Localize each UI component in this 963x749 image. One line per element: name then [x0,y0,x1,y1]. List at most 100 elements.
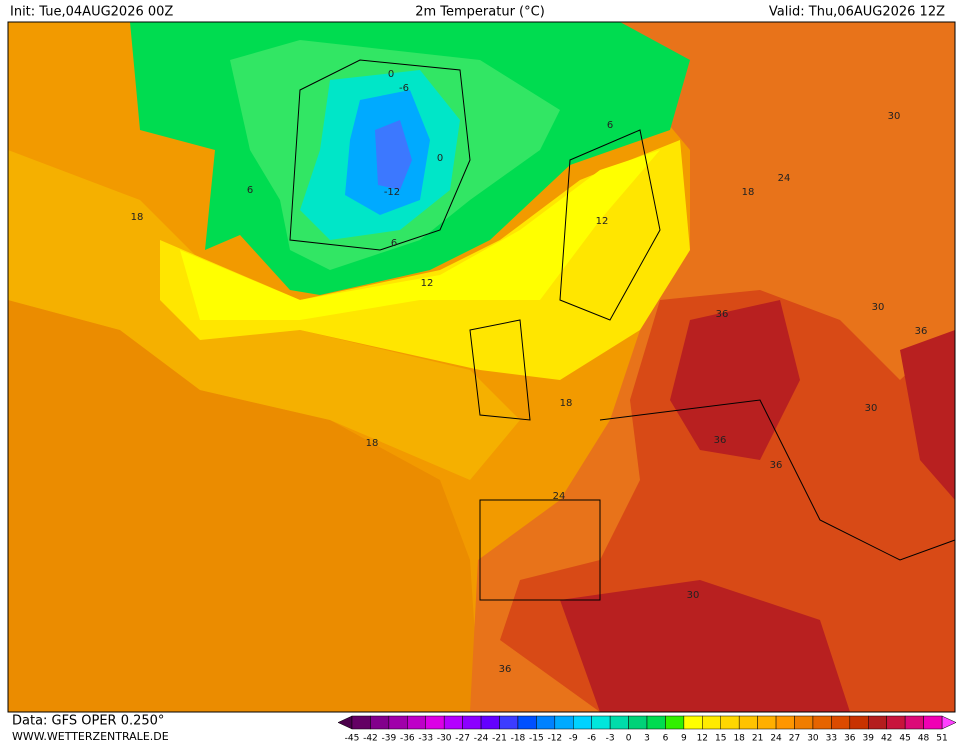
coastline [289,59,956,601]
legend-tick-label: 12 [697,734,708,744]
legend-swatch [868,715,887,730]
legend-swatch [646,715,666,730]
legend-swatch [886,715,906,730]
legend-tick-label: 27 [789,734,800,744]
legend-swatch [923,715,943,730]
legend-swatch [370,715,390,730]
temp-area [8,300,480,712]
legend-tick-label: 45 [899,734,910,744]
legend-swatch [665,715,685,730]
legend-tick-label: 3 [644,734,650,744]
legend-tick-label: -12 [547,734,562,744]
legend-swatch [407,715,426,730]
legend-swatch [499,715,519,730]
legend-swatch [517,715,537,730]
legend-swatch [443,715,463,730]
legend-swatch [480,715,500,730]
legend-tick-label: 39 [863,734,875,744]
legend-tick-label: -45 [345,734,360,744]
map-title: 2m Temperatur (°C) [415,5,545,20]
data-source: Data: GFS OPER 0.250° [12,714,164,729]
legend-swatch [904,715,924,730]
legend-tick-label: -27 [455,734,470,744]
legend-swatch [388,715,408,730]
legend-swatch [720,715,740,730]
legend-tick-label: -9 [569,734,578,744]
legend-tick-label: 51 [936,734,947,744]
website: WWW.WETTERZENTRALE.DE [12,730,169,743]
contour-label: 6 [391,238,397,249]
contour-label: 30 [687,590,700,601]
legend-swatch [609,715,629,730]
legend-swatch [812,715,832,730]
contour-label: 6 [247,185,253,196]
temp-area [375,120,412,190]
legend-swatch [757,715,777,730]
contour-label: 6 [607,120,613,131]
legend-swatch [591,715,611,730]
legend-swatch [794,715,814,730]
contour-label: -12 [384,187,400,198]
legend-swatch [573,715,592,730]
legend-tick-label: -15 [529,734,544,744]
legend-tick-label: -18 [511,734,526,744]
contour-label: 36 [770,460,783,471]
legend-over-arrow [941,715,957,730]
init-time: Init: Tue,04AUG2026 00Z [10,5,173,20]
legend-swatch [738,715,758,730]
valid-time: Valid: Thu,06AUG2026 12Z [769,5,945,20]
legend-swatch [702,715,721,730]
contour-label: 18 [366,438,379,449]
contour-label: 0 [437,153,443,164]
legend-swatch [831,715,851,730]
contour-label: 18 [560,398,573,409]
contour-label: 0 [388,69,394,80]
contour-label: 12 [421,278,434,289]
legend-tick-label: -6 [587,734,596,744]
legend-swatch [536,715,556,730]
contour-label: 30 [865,403,878,414]
contour-label: 30 [872,302,885,313]
legend-tick-label: -24 [474,734,489,744]
legend-swatch [849,715,869,730]
legend-tick-label: 33 [826,734,837,744]
legend-under-arrow [337,715,353,730]
legend-tick-label: 0 [626,734,632,744]
contour-label: 24 [553,491,566,502]
legend-tick-label: -33 [418,734,433,744]
legend-tick-label: -3 [606,734,615,744]
legend-tick-label: -21 [492,734,507,744]
contour-label: 12 [596,216,609,227]
legend-tick-label: 15 [715,734,726,744]
temp-area [180,150,660,320]
contour-label: 18 [742,187,755,198]
legend-tick-label: 9 [681,734,687,744]
legend-tick-label: 24 [770,734,782,744]
legend-swatch [425,715,445,730]
legend-swatch [554,715,574,730]
contour-label: 36 [714,435,727,446]
contour-label: 18 [131,212,144,223]
map [7,21,956,713]
legend-swatch [775,715,795,730]
contour-labels: 0 -6 -12 0 6 6 6 12 12 18 18 24 30 30 36 18 18 24 30 36 36 30… [131,69,928,675]
legend-tick-label: 6 [663,734,669,744]
contour-label: 36 [915,326,928,337]
legend-swatch [462,715,482,730]
legend-tick-label: 21 [752,734,763,744]
legend-tick-label: 42 [881,734,892,744]
contour-label: 24 [778,173,791,184]
contour-label: -6 [399,83,409,94]
legend-tick-label: -30 [437,734,452,744]
legend-swatch [351,715,371,730]
contour-label: 36 [716,309,729,320]
legend-tick-label: 48 [918,734,930,744]
legend-tick-label: -42 [363,734,378,744]
temp-area [560,300,955,712]
legend-tick-label: 30 [807,734,819,744]
contour-label: 36 [499,664,512,675]
legend-swatch [628,715,648,730]
contour-label: 30 [888,111,901,122]
legend-tick-label: -39 [382,734,397,744]
